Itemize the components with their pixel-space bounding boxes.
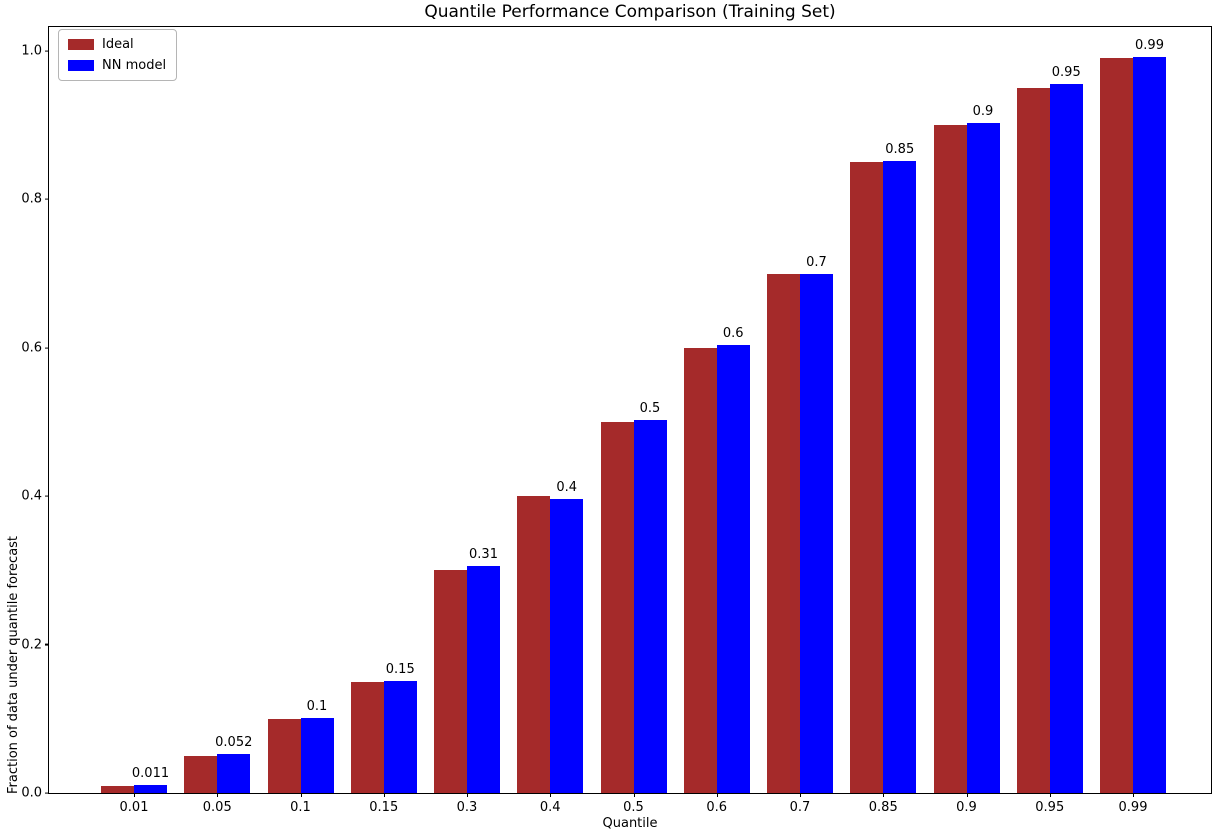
bar-value-label: 0.15 bbox=[385, 661, 415, 677]
y-tick-label: 0.6 bbox=[21, 340, 42, 356]
x-tick-label: 0.9 bbox=[956, 800, 977, 815]
bar-value-label: 0.5 bbox=[639, 400, 661, 416]
bar-nn-model bbox=[1133, 56, 1166, 793]
bar-nn-model bbox=[300, 718, 334, 793]
x-tick-mark bbox=[800, 793, 802, 797]
x-axis-label: Quantile bbox=[602, 816, 658, 831]
y-tick-mark bbox=[45, 792, 49, 794]
x-tick-label: 0.3 bbox=[456, 800, 478, 815]
y-tick-mark bbox=[45, 50, 49, 52]
x-tick-label: 0.7 bbox=[789, 800, 811, 815]
bar-nn-model bbox=[467, 565, 500, 793]
bar-nn-model bbox=[633, 419, 667, 793]
chart-title: Quantile Performance Comparison (Trainin… bbox=[424, 2, 836, 22]
x-tick-mark bbox=[383, 793, 385, 797]
ideal-series-swatch-icon bbox=[68, 39, 94, 50]
bar-ideal bbox=[933, 125, 967, 793]
legend-label-ideal: Ideal bbox=[102, 37, 134, 52]
bar-value-label: 0.99 bbox=[1135, 37, 1164, 53]
bar-value-label: 0.9 bbox=[972, 104, 994, 120]
x-tick-mark bbox=[550, 793, 552, 797]
x-tick-label: 0.15 bbox=[369, 800, 399, 815]
x-tick-mark bbox=[883, 793, 885, 797]
bar-value-label: 0.6 bbox=[722, 325, 744, 341]
x-tick-mark bbox=[1049, 793, 1051, 797]
bar-ideal bbox=[517, 496, 551, 793]
plot-area: 0.0 0.2 0.4 0.6 0.8 1.0 0.011 0.01 0.052 0.05 0.1 0… bbox=[21, 26, 1212, 815]
bar-ideal bbox=[1016, 88, 1050, 793]
y-tick-label: 0.2 bbox=[21, 637, 42, 653]
x-tick-mark bbox=[716, 793, 718, 797]
legend-item-ideal: Ideal bbox=[68, 37, 166, 52]
x-tick-label: 0.95 bbox=[1035, 800, 1065, 815]
bar-value-label: 0.011 bbox=[131, 765, 170, 781]
bar-value-label: 0.95 bbox=[1051, 65, 1081, 81]
bar-value-label: 0.4 bbox=[556, 480, 578, 496]
y-tick-mark bbox=[45, 198, 49, 201]
bar-nn-model bbox=[134, 784, 167, 793]
bar-value-label: 0.31 bbox=[469, 546, 498, 562]
x-tick-label: 0.4 bbox=[539, 800, 561, 815]
bar-ideal bbox=[267, 718, 301, 793]
legend: Ideal NN model bbox=[58, 29, 178, 81]
nn-model-series-swatch-icon bbox=[68, 60, 94, 71]
bar-nn-model bbox=[1049, 84, 1083, 793]
y-tick-label: 0.0 bbox=[21, 785, 42, 801]
y-tick-mark bbox=[45, 347, 49, 349]
legend-item-nn-model: NN model bbox=[68, 58, 166, 73]
y-tick-label: 1.0 bbox=[21, 43, 42, 59]
x-tick-mark bbox=[467, 793, 469, 797]
bar-ideal bbox=[434, 570, 467, 793]
y-tick-mark bbox=[45, 495, 49, 497]
y-tick-label: 0.8 bbox=[21, 191, 42, 207]
bar-ideal bbox=[350, 681, 384, 793]
bar-nn-model bbox=[383, 680, 417, 793]
x-tick-mark bbox=[966, 793, 968, 797]
y-axis-label: Fraction of data under quantile forecast bbox=[6, 535, 21, 794]
x-tick-label: 0.6 bbox=[706, 800, 728, 815]
bar-ideal bbox=[600, 422, 634, 793]
bar-ideal bbox=[101, 785, 134, 793]
bar-ideal bbox=[767, 273, 800, 793]
bar-ideal bbox=[683, 347, 717, 793]
bar-value-label: 0.1 bbox=[306, 699, 328, 715]
x-tick-mark bbox=[1133, 793, 1135, 797]
x-tick-mark bbox=[134, 793, 136, 797]
bar-nn-model bbox=[800, 273, 833, 793]
bar-value-label: 0.7 bbox=[806, 254, 827, 270]
bar-nn-model bbox=[217, 754, 251, 793]
y-tick-label: 0.4 bbox=[21, 488, 42, 504]
legend-label-nn-model: NN model bbox=[102, 58, 167, 73]
bar-ideal bbox=[850, 162, 884, 793]
bar-ideal bbox=[184, 755, 218, 793]
x-tick-mark bbox=[633, 793, 635, 797]
x-tick-label: 0.1 bbox=[290, 800, 311, 815]
bar-value-label: 0.052 bbox=[215, 735, 253, 751]
x-tick-mark bbox=[217, 793, 219, 797]
x-tick-label: 0.01 bbox=[119, 800, 149, 815]
y-tick-mark bbox=[45, 644, 49, 646]
x-tick-mark bbox=[300, 793, 302, 797]
x-tick-label: 0.99 bbox=[1118, 800, 1148, 815]
bar-nn-model bbox=[966, 123, 1000, 793]
bar-value-label: 0.85 bbox=[885, 141, 915, 157]
bar-ideal bbox=[1100, 58, 1133, 793]
x-tick-label: 0.05 bbox=[202, 800, 232, 815]
bar-nn-model bbox=[883, 160, 917, 793]
bar-nn-model bbox=[716, 344, 750, 793]
x-tick-label: 0.85 bbox=[868, 800, 898, 815]
bar-nn-model bbox=[550, 499, 584, 793]
x-tick-label: 0.5 bbox=[623, 800, 644, 815]
